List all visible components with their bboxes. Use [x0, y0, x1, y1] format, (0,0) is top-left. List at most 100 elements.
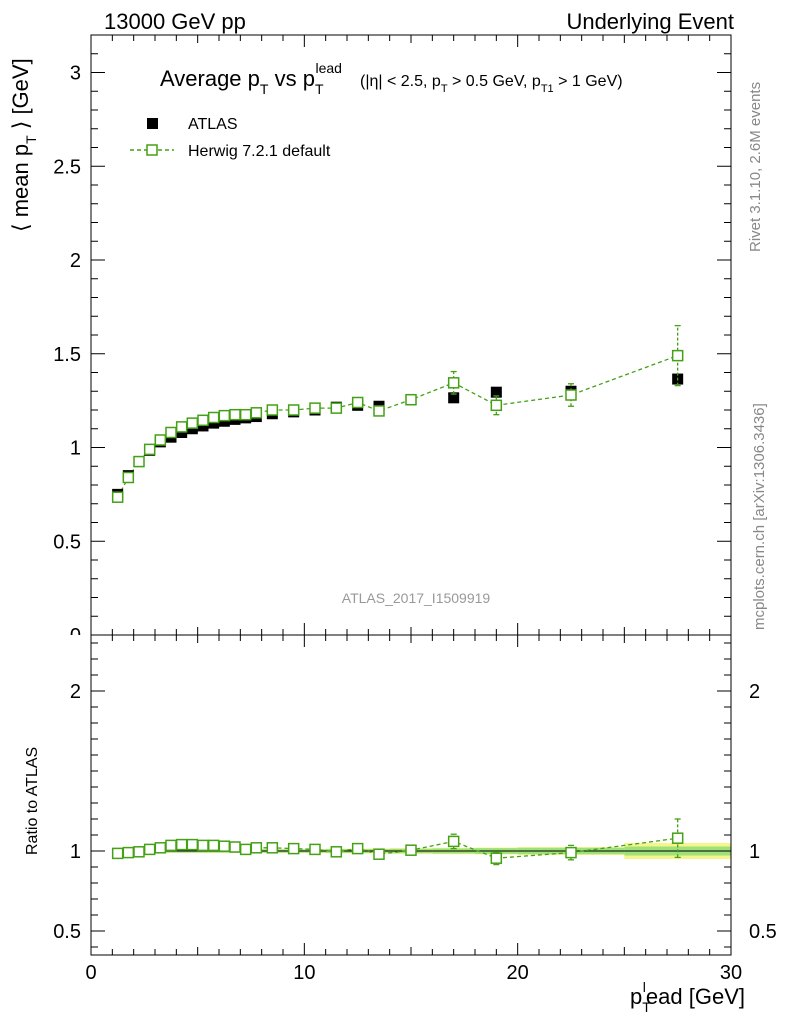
title-cuts: (|η| < 2.5, pT > 0.5 GeV, pT1 > 1 GeV) — [360, 73, 623, 95]
energy-label: 13000 GeV pp — [104, 9, 246, 34]
main-ytick-label: 3 — [70, 63, 81, 85]
herwig-point — [330, 402, 343, 414]
ratio-ytick-label-right: 1 — [749, 841, 760, 863]
ratio-plot-frame — [90, 634, 732, 956]
herwig-ratio-point — [671, 832, 684, 844]
herwig-ratio-point — [207, 839, 220, 852]
main-ytick-label: 0.5 — [53, 531, 81, 553]
herwig-ratio-point — [143, 843, 156, 856]
title-cut-part: (|η| < 2.5, p — [360, 73, 441, 90]
rivet-label: Rivet 3.1.10, 2.6M events — [747, 82, 764, 252]
title-cut-part: > 0.5 GeV, p — [448, 73, 541, 90]
herwig-point — [165, 426, 177, 439]
main-ytick-label: 2.5 — [53, 156, 81, 178]
xlabel-sup: l — [643, 979, 646, 995]
ratio-ytick-label: 1 — [70, 841, 81, 863]
herwig-ratio-point — [405, 844, 417, 856]
main-ytick-label-zero: 0 — [70, 625, 81, 647]
herwig-point — [143, 443, 156, 456]
title-cut-part: T — [441, 83, 448, 95]
legend-atlas-marker — [147, 118, 158, 129]
herwig-ratio-point — [218, 840, 231, 852]
herwig-ratio-point — [186, 838, 199, 851]
herwig-point — [351, 396, 364, 409]
ratio-ylabel: Ratio to ATLAS — [24, 747, 41, 855]
xtick-label: 20 — [507, 962, 529, 984]
herwig-point — [111, 491, 124, 503]
legend-atlas-label: ATLAS — [188, 116, 238, 133]
herwig-ratio-point — [197, 839, 209, 852]
herwig-point — [239, 408, 252, 421]
ratio-ticks: 0 10 20 30 0.5 0.5 1 1 2 2 — [53, 635, 777, 984]
main-ticks: 0.5 1 1.5 2 2.5 3 0 — [53, 34, 732, 647]
herwig-point — [197, 414, 209, 427]
main-ylabel-pre: ⟨ mean p — [8, 144, 33, 232]
title-text: Average p — [160, 66, 260, 91]
herwig-ratio-point — [122, 846, 135, 859]
herwig-ratio-point — [133, 846, 145, 858]
xlabel: pTlead [GeV] — [630, 979, 745, 1015]
ratio-ytick-label: 2 — [70, 681, 81, 703]
herwig-point — [447, 377, 460, 389]
legend: ATLAS Herwig 7.2.1 default — [130, 116, 331, 160]
herwig-point — [175, 421, 188, 433]
process-label: Underlying Event — [566, 9, 734, 34]
main-ytick-label: 2 — [70, 250, 81, 272]
main-panel: 0.511.522.530 Average pT vs pTlead (|η| … — [8, 34, 732, 647]
xtick-label: 0 — [85, 962, 96, 984]
analysis-id: ATLAS_2017_I1509919 — [342, 590, 491, 606]
main-ytick-label: 1.5 — [53, 344, 81, 366]
legend-herwig-label: Herwig 7.2.1 default — [188, 143, 331, 160]
title-sup2: lead — [316, 60, 342, 76]
herwig-ratio-point — [330, 846, 343, 858]
herwig-point — [565, 389, 577, 401]
xlabel-post: ead [GeV] — [646, 984, 745, 1009]
herwig-ratio-point — [447, 835, 460, 848]
herwig-ratio-point — [165, 839, 177, 852]
main-ylabel-sub: T — [23, 135, 39, 144]
herwig-point — [207, 411, 220, 424]
herwig-ratio-point — [175, 838, 188, 851]
herwig-point — [266, 404, 279, 416]
title-mid: vs p — [268, 66, 314, 91]
ratio-ytick-label: 0.5 — [53, 921, 81, 943]
herwig-ratio-point — [111, 847, 124, 860]
xtick-label: 30 — [720, 962, 742, 984]
main-ylabel: ⟨ mean pT ⟩ [GeV] — [8, 58, 39, 232]
ratio-ytick-label-right: 0.5 — [749, 921, 777, 943]
main-plot-frame — [90, 34, 732, 636]
xlabel-pre: p — [630, 984, 642, 1009]
herwig-point — [373, 405, 385, 417]
herwig-ratio-point — [229, 841, 241, 853]
herwig-point — [671, 349, 684, 362]
herwig-ratio-point — [490, 852, 503, 864]
herwig-ratio-point — [250, 842, 263, 854]
herwig-ratio-point — [239, 843, 252, 856]
xlabel-sub: T — [642, 999, 651, 1015]
main-ytick-label: 1 — [70, 438, 81, 460]
atlas-point — [448, 392, 460, 404]
herwig-ratio-point — [373, 848, 385, 860]
herwig-point — [186, 417, 199, 429]
main-title: Average pT vs pTlead — [160, 60, 342, 97]
herwig-point — [229, 408, 241, 421]
ratio-ytick-label-right: 2 — [749, 681, 760, 703]
herwig-ratio-point — [309, 843, 321, 856]
herwig-ratio-point — [266, 842, 279, 854]
title-sub1: T — [260, 81, 269, 97]
herwig-point — [218, 409, 231, 422]
xtick-label: 10 — [293, 962, 315, 984]
herwig-ratio-point — [351, 842, 364, 855]
legend-herwig-marker — [146, 144, 158, 156]
herwig-point — [250, 407, 263, 419]
herwig-point — [405, 393, 417, 406]
title-sub2: T — [315, 81, 324, 97]
herwig-ratio-point — [154, 842, 167, 854]
herwig-ratio-point — [565, 846, 577, 859]
herwig-point — [287, 404, 300, 416]
herwig-point — [490, 399, 503, 412]
herwig-point — [133, 455, 145, 468]
main-ylabel-post: ⟩ [GeV] — [8, 58, 33, 135]
mcplots-label: mcplots.cern.ch [arXiv:1306.3436] — [751, 403, 768, 630]
herwig-ratio-point — [287, 842, 300, 855]
